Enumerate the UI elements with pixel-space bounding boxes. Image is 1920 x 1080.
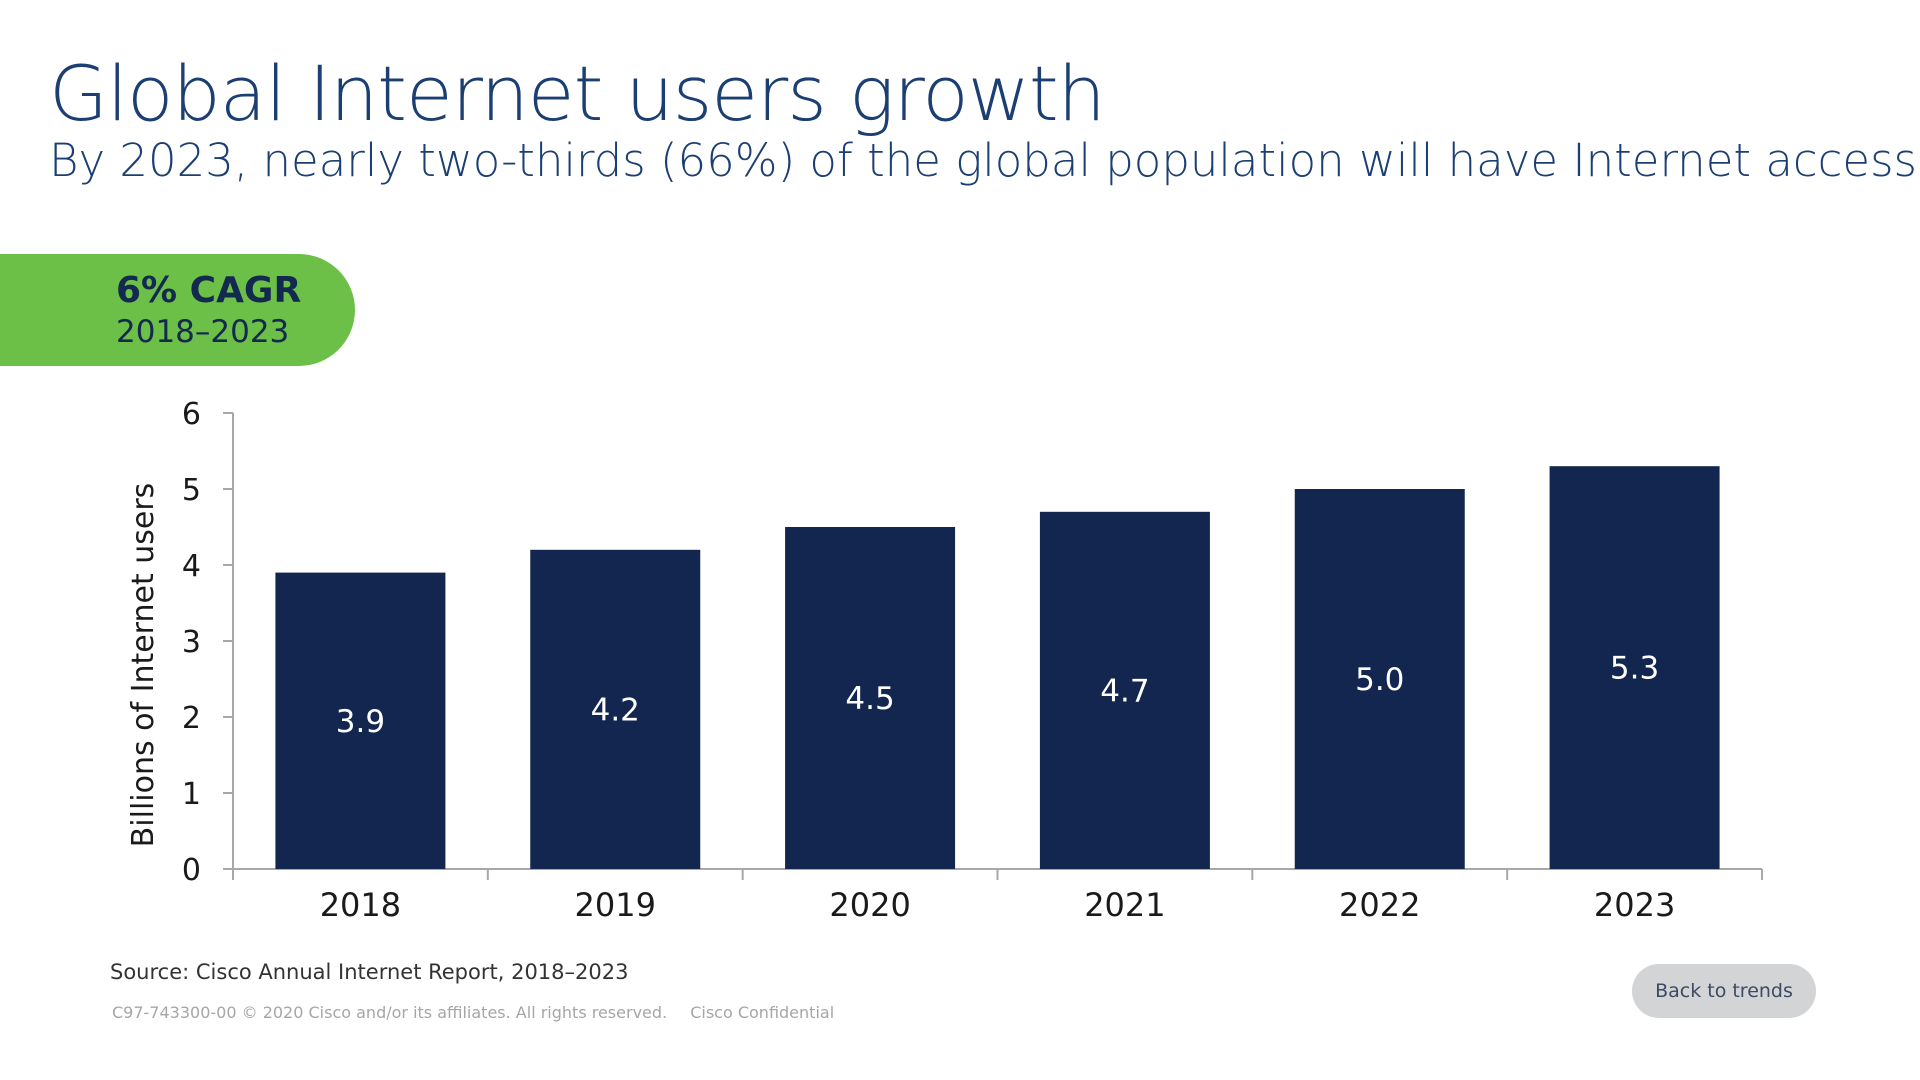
category-label-2019: 2019: [575, 886, 656, 924]
category-label-2018: 2018: [320, 886, 401, 924]
category-label-2020: 2020: [829, 886, 910, 924]
bar-2018: [275, 572, 446, 869]
back-to-trends-button[interactable]: Back to trends: [1632, 964, 1816, 1018]
source-note: Source: Cisco Annual Internet Report, 20…: [110, 960, 629, 984]
bar-2019: [530, 549, 701, 869]
y-tick-label: 6: [182, 397, 201, 432]
value-label-2019: 4.2: [591, 692, 640, 728]
y-axis: 0 1 2 3 4 5 6: [182, 397, 234, 888]
bar-2023: [1549, 466, 1720, 869]
x-axis: 2018 2019 2020 2021 2022 2023: [232, 868, 1763, 924]
cagr-badge: 6% CAGR 2018–2023: [0, 254, 355, 366]
category-label-2022: 2022: [1339, 886, 1420, 924]
value-label-2020: 4.5: [845, 681, 894, 717]
y-tick-label: 3: [182, 625, 201, 660]
slide-title: Global Internet users growth: [49, 49, 1106, 138]
y-tick-label: 1: [182, 777, 201, 812]
y-tick-label: 2: [182, 701, 201, 736]
bar-2021: [1039, 511, 1210, 869]
bar-2022: [1294, 489, 1465, 869]
bars: 3.9 4.2 4.5 4.7 5.0 5.3: [275, 466, 1720, 869]
y-tick-label: 0: [182, 853, 201, 888]
y-tick-label: 4: [182, 549, 201, 584]
legal-id: C97-743300-00 © 2020 Cisco and/or its af…: [112, 1003, 668, 1022]
confidential-label: Cisco Confidential: [690, 1003, 835, 1022]
value-label-2018: 3.9: [336, 704, 385, 740]
y-axis-label: Billions of Internet users: [126, 483, 161, 848]
value-label-2021: 4.7: [1100, 673, 1149, 709]
footer-legal: C97-743300-00 © 2020 Cisco and/or its af…: [112, 1003, 852, 1022]
slide-subtitle: By 2023, nearly two-thirds (66%) of the …: [49, 134, 1917, 187]
category-label-2021: 2021: [1084, 886, 1165, 924]
y-tick-label: 5: [182, 473, 201, 508]
cagr-value: 6% CAGR: [116, 270, 302, 311]
value-label-2022: 5.0: [1355, 662, 1404, 698]
category-label-2023: 2023: [1594, 886, 1675, 924]
cagr-period: 2018–2023: [116, 314, 290, 350]
value-label-2023: 5.3: [1610, 651, 1659, 687]
bar-2020: [785, 527, 956, 869]
